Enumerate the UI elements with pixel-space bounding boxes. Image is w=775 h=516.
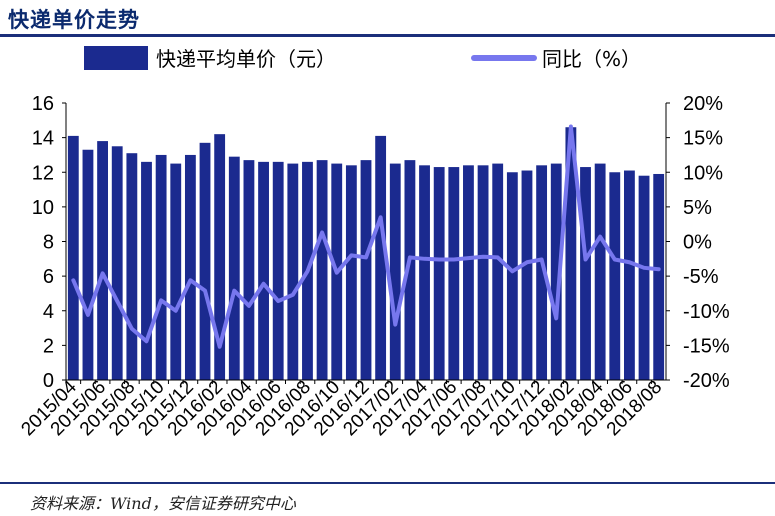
bar-2018-07 bbox=[638, 175, 650, 380]
y-left-tick-label: 0 bbox=[43, 370, 54, 392]
y-left-tick-label: 12 bbox=[32, 162, 54, 184]
bar-2015-05 bbox=[82, 149, 94, 380]
bar-2017-02 bbox=[389, 163, 401, 380]
legend-line-label: 同比（%） bbox=[542, 47, 641, 71]
source-note: 资料来源：Wind，安信证券研究中心 bbox=[30, 494, 296, 513]
yoy-line bbox=[71, 124, 661, 349]
bar-2017-05 bbox=[433, 167, 445, 380]
bar-2018-08 bbox=[653, 173, 665, 380]
bar-2017-08 bbox=[477, 165, 489, 380]
y-left-tick-label: 8 bbox=[43, 232, 54, 254]
bar-2018-06 bbox=[624, 170, 635, 380]
bar-2016-11 bbox=[345, 165, 357, 380]
bar-2016-06 bbox=[272, 161, 284, 380]
bar-2017-04 bbox=[419, 165, 430, 380]
bar-2018-05 bbox=[609, 172, 621, 380]
legend-bar-swatch bbox=[84, 46, 148, 70]
bar-2017-07 bbox=[463, 165, 474, 380]
y-right-tick-label: -15% bbox=[683, 335, 730, 357]
bar-2017-11 bbox=[521, 170, 533, 380]
page-title: 快递单价走势 bbox=[8, 7, 140, 32]
y-left-tick-label: 4 bbox=[43, 301, 54, 323]
bar-2018-01 bbox=[550, 163, 562, 380]
y-left-tick-label: 14 bbox=[32, 128, 54, 150]
bar-2017-03 bbox=[404, 160, 416, 380]
bar-2016-02 bbox=[214, 134, 226, 380]
bar-2015-07 bbox=[111, 146, 123, 380]
y-left-tick-label: 6 bbox=[43, 266, 54, 288]
y-right-tick-label: -5% bbox=[683, 266, 719, 288]
y-right-tick-label: -10% bbox=[683, 301, 730, 323]
bar-2018-02 bbox=[565, 127, 577, 381]
bar-2018-04 bbox=[594, 163, 606, 380]
title-divider bbox=[0, 34, 775, 37]
bar-2016-01 bbox=[199, 142, 211, 380]
bar-2016-09 bbox=[316, 160, 328, 380]
y-left-tick-label: 2 bbox=[43, 335, 54, 357]
bar-2016-05 bbox=[258, 161, 269, 380]
y-right-tick-label: 15% bbox=[683, 128, 723, 150]
y-left-tick-label: 16 bbox=[32, 93, 54, 115]
bar-2016-04 bbox=[243, 160, 255, 380]
bar-2016-12 bbox=[360, 160, 372, 380]
y-right-tick-label: 10% bbox=[683, 162, 723, 184]
bar-2015-04 bbox=[67, 135, 79, 380]
bar-2017-10 bbox=[506, 172, 518, 380]
legend-bar-label: 快递平均单价（元） bbox=[156, 47, 336, 71]
y-right-tick-label: -20% bbox=[683, 370, 730, 392]
bar-2016-07 bbox=[287, 163, 299, 380]
bar-2015-08 bbox=[126, 153, 138, 380]
bar-2018-03 bbox=[580, 167, 591, 380]
bar-2017-06 bbox=[448, 167, 460, 380]
bar-2015-10 bbox=[155, 154, 167, 380]
bar-2015-11 bbox=[170, 163, 182, 380]
bar-2017-01 bbox=[375, 135, 387, 380]
bar-2017-12 bbox=[536, 165, 548, 380]
bar-2015-12 bbox=[184, 154, 196, 380]
y-right-tick-label: 5% bbox=[683, 197, 712, 219]
y-right-tick-label: 20% bbox=[683, 93, 723, 115]
bar-2015-09 bbox=[141, 161, 152, 380]
y-left-tick-label: 10 bbox=[32, 197, 54, 219]
bar-2017-09 bbox=[492, 163, 504, 380]
bar-2016-03 bbox=[228, 156, 240, 380]
bar-2015-06 bbox=[97, 141, 108, 380]
footer-divider bbox=[0, 482, 775, 484]
y-right-tick-label: 0% bbox=[683, 232, 712, 254]
